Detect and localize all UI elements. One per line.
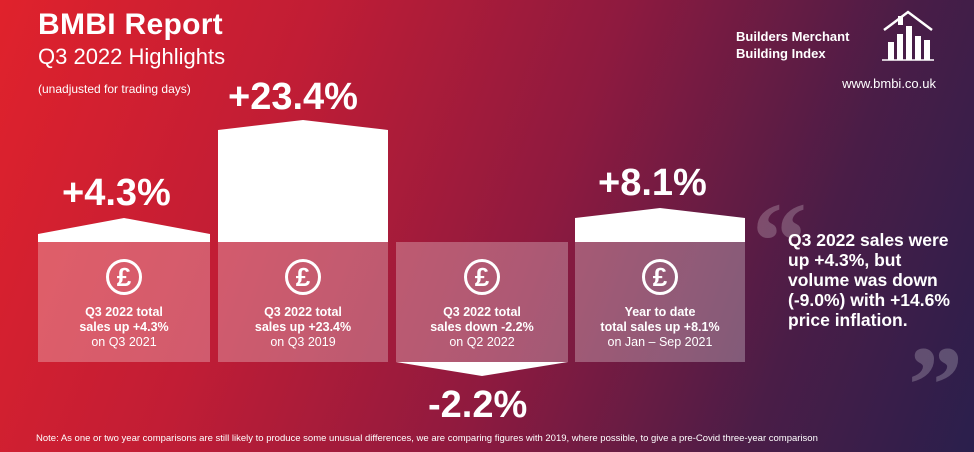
pound-icon: £ (285, 259, 321, 295)
stat-panel-3: £ Q3 2022 total sales down -2.2% on Q2 2… (396, 242, 568, 362)
stat-caption-1a: Q3 2022 total (85, 305, 163, 319)
pound-icon: £ (464, 259, 500, 295)
report-title: BMBI Report (38, 8, 223, 41)
stat-bar-1 (38, 218, 210, 242)
stat-caption-3c: on Q2 2022 (449, 335, 515, 349)
stat-caption-4b: total sales up +8.1% (600, 320, 720, 334)
stat-caption-3b: sales down -2.2% (430, 320, 534, 334)
report-subtitle: Q3 2022 Highlights (38, 44, 226, 69)
stat-value-4: +8.1% (598, 162, 707, 204)
stat-panel-4: £ Year to date total sales up +8.1% on J… (575, 242, 745, 362)
stat-caption-1b: sales up +4.3% (79, 320, 169, 334)
pound-icon: £ (642, 259, 678, 295)
stat-value-2: +23.4% (228, 76, 358, 118)
house-chart-icon (882, 10, 934, 61)
logo-line-2: Building Index (736, 46, 826, 61)
stat-bar-2 (218, 120, 388, 242)
website-url[interactable]: www.bmbi.co.uk (842, 76, 936, 91)
bmbi-logo: Builders Merchant Building Index (736, 8, 936, 68)
stat-bar-4 (575, 208, 745, 242)
footer-note: Note: As one or two year comparisons are… (36, 433, 818, 444)
stat-bar-3 (396, 362, 568, 376)
stat-caption-3a: Q3 2022 total (443, 305, 521, 319)
stat-caption-4a: Year to date (624, 305, 696, 319)
stat-caption-2c: on Q3 2019 (270, 335, 336, 349)
summary-quote: Q3 2022 sales were up +4.3%, but volume … (788, 230, 950, 330)
stat-caption-4c: on Jan – Sep 2021 (607, 335, 713, 349)
open-quote-icon: “ (752, 180, 807, 302)
trading-days-note: (unadjusted for trading days) (38, 82, 191, 96)
stat-caption-2a: Q3 2022 total (264, 305, 342, 319)
close-quote-icon: ” (908, 324, 963, 446)
logo-line-1: Builders Merchant (736, 29, 850, 44)
stat-caption-1c: on Q3 2021 (91, 335, 157, 349)
stat-value-1: +4.3% (62, 172, 171, 214)
stat-panel-1: £ Q3 2022 total sales up +4.3% on Q3 202… (38, 242, 210, 362)
stat-panel-2: £ Q3 2022 total sales up +23.4% on Q3 20… (218, 242, 388, 362)
stat-caption-2b: sales up +23.4% (254, 320, 352, 334)
pound-icon: £ (106, 259, 142, 295)
stat-value-3: -2.2% (428, 384, 528, 426)
